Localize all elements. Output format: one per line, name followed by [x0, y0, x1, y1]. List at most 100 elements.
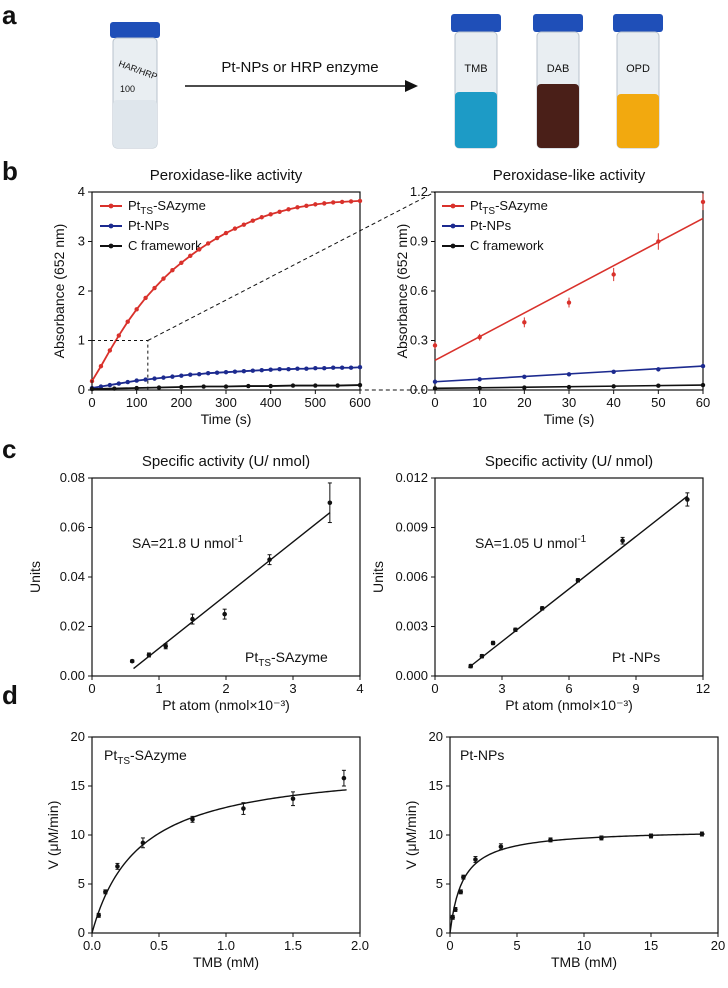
- y-tick-label: 0.00: [60, 668, 85, 683]
- tmb-liquid: [455, 92, 497, 148]
- panel-d-letter: d: [2, 680, 18, 710]
- data-point: [116, 381, 122, 386]
- series-PtTS-SAzyme: [432, 193, 706, 362]
- data-point: [295, 366, 300, 371]
- sample-label: PtTS-SAzyme: [104, 747, 187, 767]
- data-point: [548, 837, 553, 843]
- data-point: [458, 889, 464, 895]
- x-tick-label: 5: [513, 938, 520, 953]
- data-point: [699, 831, 705, 837]
- data-point: [700, 363, 706, 369]
- michaelis-menten-fit: [91, 789, 347, 934]
- x-tick-label: 3: [289, 681, 296, 696]
- data-point: [432, 343, 438, 348]
- data-point: [656, 383, 661, 388]
- sample-label: Pt -NPs: [612, 649, 660, 665]
- data-point: [161, 375, 166, 380]
- y-tick-label: 1.2: [410, 184, 428, 199]
- y-axis-label: Absorbance (652 nm): [394, 224, 410, 359]
- data-point: [341, 775, 347, 781]
- data-point: [304, 203, 309, 209]
- legend-marker: [450, 223, 456, 229]
- chart-title: Specific activity (U/ nmol): [142, 453, 310, 470]
- data-point: [566, 384, 572, 390]
- x-tick-label: 20: [711, 938, 725, 953]
- x-axis-label: Time (s): [201, 411, 252, 427]
- chart-d_left: 0.0 0.5 1.0 1.5 2.0 0 5 10 15 20 TMB (mM) V (μM/min…: [45, 729, 369, 970]
- y-tick-label: 0.009: [395, 520, 428, 535]
- x-axis-label: Pt atom (nmol×10⁻³): [505, 697, 633, 713]
- data-point: [163, 644, 168, 649]
- data-point: [357, 365, 363, 370]
- x-tick-label: 9: [632, 681, 639, 696]
- chart-title: Peroxidase-like activity: [493, 167, 646, 184]
- chart-d_right: 0 5 10 15 20 0 5 10 15 20 TMB (mM) V (μM/min) Pt-NPs: [403, 729, 725, 970]
- x-tick-label: 2: [222, 681, 229, 696]
- x-tick-label: 600: [349, 395, 371, 410]
- opd-liquid: [617, 94, 659, 148]
- data-point: [277, 367, 282, 372]
- legend-marker: [108, 203, 114, 209]
- data-point: [116, 333, 122, 338]
- legend-entry: Pt-NPs: [128, 218, 170, 233]
- data-point: [250, 218, 255, 223]
- vial-opd: OPD: [613, 14, 663, 149]
- data-point: [468, 663, 474, 669]
- x-tick-label: 0: [446, 938, 453, 953]
- vial-dab: DAB: [533, 14, 583, 149]
- dab-liquid: [537, 84, 579, 148]
- y-tick-label: 5: [78, 876, 85, 891]
- panel-a: HAR/HRP 100 Pt-NPs or HRP enzyme TMB DAB…: [110, 14, 663, 149]
- data-point: [331, 200, 336, 205]
- data-point: [188, 253, 193, 259]
- x-tick-label: 0: [88, 395, 95, 410]
- y-axis-label: Units: [27, 561, 43, 593]
- data-point: [461, 874, 466, 880]
- data-point: [339, 199, 345, 205]
- data-point: [290, 796, 296, 802]
- data-point: [566, 372, 572, 377]
- sample-label: Pt-NPs: [460, 747, 504, 763]
- data-point: [103, 889, 108, 895]
- data-point: [313, 202, 318, 207]
- chart-b_left: Peroxidase-like activity 0 100 200 300 400 500…: [51, 167, 371, 427]
- data-point: [599, 835, 604, 841]
- y-tick-label: 0.08: [60, 470, 85, 485]
- data-point: [134, 307, 139, 312]
- panel-b-letter: b: [2, 156, 18, 186]
- data-point: [134, 385, 139, 391]
- legend-entry: C framework: [128, 238, 202, 253]
- sa-annotation: SA=1.05 U nmol-1: [475, 534, 587, 551]
- panel-c-letter: c: [2, 434, 16, 464]
- data-point: [96, 913, 101, 918]
- data-point: [490, 640, 496, 646]
- y-tick-label: 5: [436, 876, 443, 891]
- series-C framework: [432, 382, 706, 391]
- y-axis-label: Units: [370, 561, 386, 593]
- y-tick-label: 20: [429, 729, 443, 744]
- data-point: [477, 335, 482, 340]
- x-tick-label: 2.0: [351, 938, 369, 953]
- data-point: [179, 384, 184, 390]
- legend-marker: [108, 243, 114, 249]
- data-point: [241, 222, 247, 227]
- x-tick-label: 400: [260, 395, 282, 410]
- series-PtTS-SAzyme: [89, 198, 363, 384]
- legend-entry: PtTS-SAzyme: [470, 198, 548, 217]
- data-point: [152, 285, 157, 291]
- data-point: [322, 366, 327, 371]
- data-point: [179, 373, 184, 378]
- data-point: [453, 907, 458, 912]
- data-point: [190, 817, 195, 822]
- y-tick-label: 0.012: [395, 470, 428, 485]
- series-Pt-NPs: [432, 363, 706, 384]
- data-point: [259, 368, 264, 373]
- data-point: [214, 370, 220, 375]
- y-tick-label: 0.0: [410, 382, 428, 397]
- data-point: [290, 383, 296, 388]
- x-tick-label: 500: [304, 395, 326, 410]
- fit-line: [133, 512, 331, 670]
- data-point: [522, 320, 527, 325]
- x-tick-label: 30: [562, 395, 576, 410]
- data-point: [575, 578, 581, 583]
